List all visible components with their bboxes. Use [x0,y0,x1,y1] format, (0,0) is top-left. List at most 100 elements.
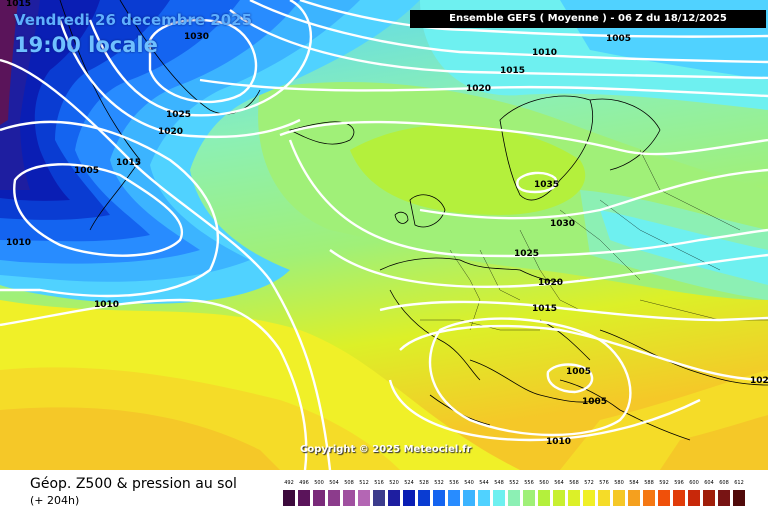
scale-swatch [643,490,655,506]
iso-label-1025-eu: 1025 [514,249,539,259]
isobar-1015-w [0,58,332,470]
iso-label-1015-w: 1015 [116,158,141,168]
scale-label: 596 [674,480,684,486]
geopotential-bands [0,0,768,470]
scale-label: 608 [719,480,729,486]
isobar-1015-loop [428,317,632,437]
scale-label: 592 [659,480,669,486]
iso-label-1030-scand: 1030 [550,219,575,229]
scale-label: 564 [554,480,564,486]
scale-swatch [568,490,580,506]
scale-swatch [418,490,430,506]
iso-label-1035-scand: 1035 [534,180,559,190]
scale-label: 532 [434,480,444,486]
scale-swatch [523,490,535,506]
scale-label: 604 [704,480,714,486]
scale-swatch [718,490,730,506]
legend-title: Géop. Z500 & pression au sol [30,476,237,492]
iso-label-1005-top: 1005 [606,34,631,44]
isobar-1005-med1 [546,363,594,394]
iso-label-1015-top: 1015 [500,66,525,76]
iso-label-1020-top: 1020 [466,84,491,94]
isobar-labels: 1005 1010 1015 1020 1030 1025 1020 1015 … [6,0,768,447]
isobar-1010-south [399,324,768,382]
scale-swatch [688,490,700,506]
scale-swatch [598,490,610,506]
isobar-1030-scand [279,120,768,156]
iso-label-1010-w: 1010 [6,238,31,248]
scale-swatch [463,490,475,506]
scale-label: 536 [449,480,459,486]
scale-swatch [448,490,460,506]
scale-label: 508 [344,480,354,486]
iso-label-1005-med1: 1005 [566,367,591,377]
scale-swatch [343,490,355,506]
scale-swatch [388,490,400,506]
scale-label: 544 [479,480,489,486]
scale-swatch [313,490,325,506]
scale-label: 576 [599,480,609,486]
isobar-1010-top [249,0,768,64]
isobar-1005-top [299,0,768,38]
coastlines [59,0,768,441]
isobar-1010-w [0,120,220,298]
scale-swatch [628,490,640,506]
scale-swatch [703,490,715,506]
scale-swatch [493,490,505,506]
scale-swatch [433,490,445,506]
legend-subtitle: (+ 204h) [30,494,80,507]
scale-label: 492 [284,480,294,486]
iso-label-1010-sw: 1010 [94,300,119,310]
isobar-1030-nw [148,18,258,103]
isobar-1025-eu [288,139,768,258]
scale-label: 580 [614,480,624,486]
isobar-1030-b [419,168,768,220]
scale-label: 560 [539,480,549,486]
scale-swatch [613,490,625,506]
isobar-1005-w [13,163,183,257]
isobar-1010-sw [0,298,308,470]
isobar-1015-eu [379,300,768,322]
scale-swatch [373,490,385,506]
scale-label: 588 [644,480,654,486]
scale-label: 548 [494,480,504,486]
scale-swatch [733,490,745,506]
scale-swatch [403,490,415,506]
scale-label: 552 [509,480,519,486]
iso-label-1005-med2: 1005 [582,397,607,407]
scale-label: 524 [404,480,414,486]
scale-label: 516 [374,480,384,486]
iso-label-1010-top: 1010 [532,48,557,58]
scale-swatch [658,490,670,506]
forecast-date: Vendredi 26 decembre 2025 [14,11,253,29]
iso-label-1015-corner: 1015 [6,0,31,9]
scale-label: 556 [524,480,534,486]
isobar-1015-top [229,9,768,80]
forecast-time: 19:00 locale [14,33,158,57]
scale-label: 512 [359,480,369,486]
isobar-1025-nw [88,0,313,117]
iso-label-1020-nw: 1020 [158,127,183,137]
isobar-1035-scand [516,171,558,194]
scale-label: 496 [299,480,309,486]
scale-swatch [358,490,370,506]
iso-label-1020-eu: 1020 [538,278,563,288]
scale-swatch [328,490,340,506]
iso-label-1015-eu: 1015 [532,304,557,314]
scale-swatch [508,490,520,506]
weather-map: 1005 1010 1015 1020 1030 1025 1020 1015 … [0,0,768,470]
iso-label-1025-nw: 1025 [166,110,191,120]
scale-label: 528 [419,480,429,486]
scale-swatch [283,490,295,506]
isobar-1020-top [199,78,768,98]
scale-label: 612 [734,480,744,486]
isobar-1020-eu [329,249,768,289]
scale-swatch [298,490,310,506]
model-run-banner: Ensemble GEFS ( Moyenne ) - 06 Z du 18/1… [410,10,766,28]
scale-label: 584 [629,480,639,486]
scale-label: 572 [584,480,594,486]
scale-swatch [673,490,685,506]
copyright: Copyright © 2025 Meteociel.fr [300,444,472,455]
iso-label-1010-south: 1010 [546,437,571,447]
scale-swatch [553,490,565,506]
